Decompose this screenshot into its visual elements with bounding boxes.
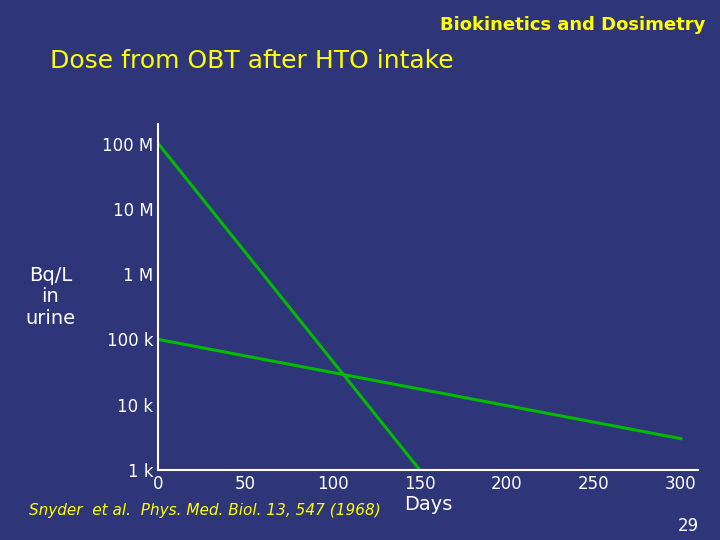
X-axis label: Days: Days [404, 495, 453, 515]
Text: urine: urine [25, 309, 76, 328]
Text: Biokinetics and Dosimetry: Biokinetics and Dosimetry [440, 16, 706, 34]
Text: Snyder  et al.  Phys. Med. Biol. 13, 547 (1968): Snyder et al. Phys. Med. Biol. 13, 547 (… [29, 503, 381, 518]
Text: 29: 29 [678, 517, 698, 535]
Text: Bq/L: Bq/L [29, 266, 72, 285]
Text: in: in [42, 287, 59, 307]
Text: Dose from OBT after HTO intake: Dose from OBT after HTO intake [50, 49, 454, 72]
